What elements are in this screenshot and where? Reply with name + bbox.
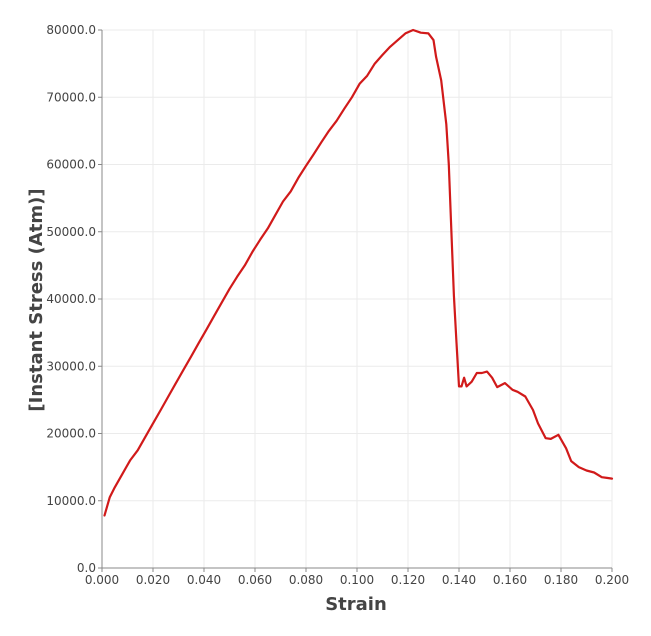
- y-tick-label: 30000.0: [46, 359, 96, 373]
- x-tick-label: 0.100: [340, 573, 374, 587]
- y-tick-label: 60000.0: [46, 158, 96, 172]
- x-tick-label: 0.040: [187, 573, 221, 587]
- ticks-layer: 0.000 0.020 0.040 0.060 0.080 0.100 0.120 0.140…: [46, 23, 629, 587]
- stress-strain-line: [103, 28, 614, 517]
- x-tick-label: 0.200: [595, 573, 629, 587]
- x-tick-label: 0.020: [136, 573, 170, 587]
- y-tick-label: 50000.0: [46, 225, 96, 239]
- x-tick-label: 0.140: [442, 573, 476, 587]
- x-tick-label: 0.080: [289, 573, 323, 587]
- x-tick-label: 0.060: [238, 573, 272, 587]
- y-axis-title: [Instant Stress (Atm)]: [26, 188, 47, 411]
- series-layer: [103, 28, 614, 517]
- y-tick-label: 80000.0: [46, 23, 96, 37]
- x-axis-title: Strain: [325, 594, 387, 615]
- y-tick-label: 70000.0: [46, 90, 96, 104]
- y-tick-label: 10000.0: [46, 494, 96, 508]
- x-tick-label: 0.180: [544, 573, 578, 587]
- y-tick-label: 40000.0: [46, 292, 96, 306]
- y-tick-label: 20000.0: [46, 427, 96, 441]
- y-tick-label: 0.0: [77, 561, 96, 575]
- x-tick-label: 0.000: [85, 573, 119, 587]
- grid-layer: [102, 29, 613, 568]
- x-tick-label: 0.160: [493, 573, 527, 587]
- x-tick-label: 0.120: [391, 573, 425, 587]
